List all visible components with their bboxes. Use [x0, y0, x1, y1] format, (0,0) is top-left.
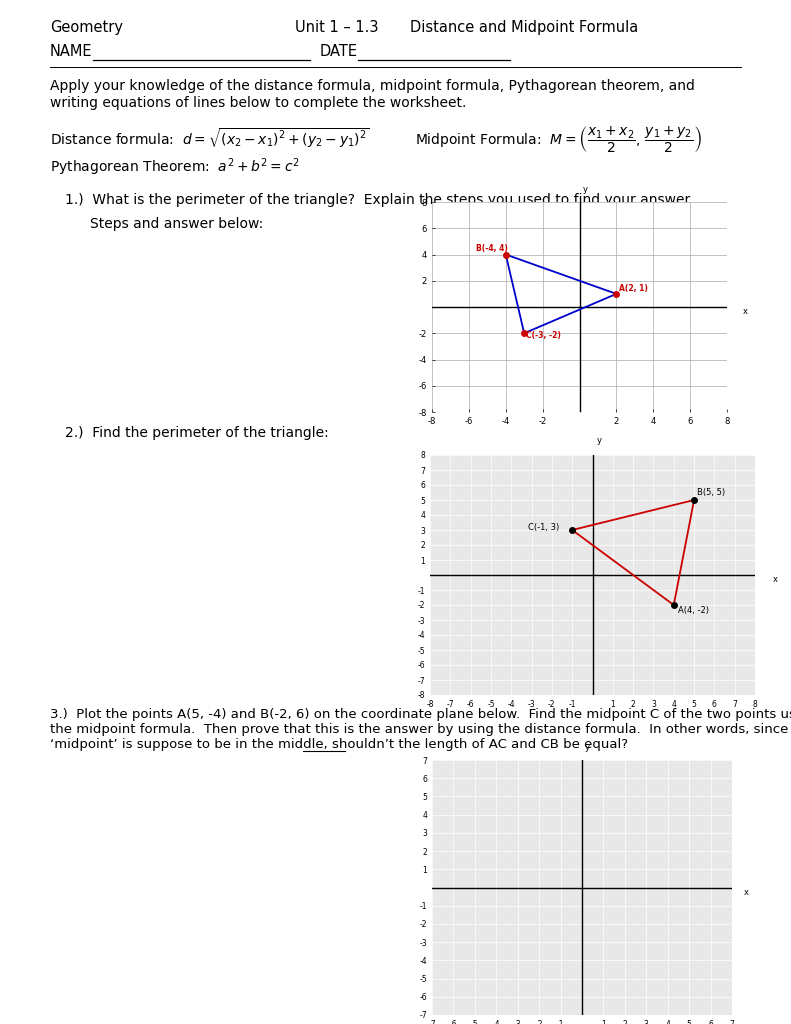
Text: y: y: [583, 184, 589, 194]
Text: writing equations of lines below to complete the worksheet.: writing equations of lines below to comp…: [50, 96, 467, 110]
Text: Unit 1 – 1.3: Unit 1 – 1.3: [295, 20, 379, 35]
Text: C(-3, -2): C(-3, -2): [526, 331, 561, 340]
Text: x: x: [772, 575, 778, 585]
Text: the midpoint formula.  Then prove that this is the answer by using the distance : the midpoint formula. Then prove that th…: [50, 723, 791, 736]
Text: Apply your knowledge of the distance formula, midpoint formula, Pythagorean theo: Apply your knowledge of the distance for…: [50, 79, 694, 93]
Text: y: y: [585, 743, 590, 752]
Text: ‘midpoint’ is suppose to be in the middle, shouldn’t the length of AC and CB be : ‘midpoint’ is suppose to be in the middl…: [50, 738, 628, 751]
Text: DATE: DATE: [320, 44, 358, 59]
Text: Distance formula:  $d = \sqrt{\left(x_2 - x_1\right)^2 + \left(y_2 - y_1\right)^: Distance formula: $d = \sqrt{\left(x_2 -…: [50, 126, 370, 150]
Text: Distance and Midpoint Formula: Distance and Midpoint Formula: [410, 20, 638, 35]
Text: 2.)  Find the perimeter of the triangle:: 2.) Find the perimeter of the triangle:: [65, 426, 329, 440]
Text: Steps and answer below:: Steps and answer below:: [90, 217, 263, 231]
Text: Pythagorean Theorem:  $a^2 + b^2 = c^2$: Pythagorean Theorem: $a^2 + b^2 = c^2$: [50, 157, 300, 178]
Text: Geometry: Geometry: [50, 20, 123, 35]
Text: B(-4, 4): B(-4, 4): [476, 244, 508, 253]
Text: B(5, 5): B(5, 5): [697, 488, 725, 498]
Text: y: y: [596, 436, 602, 445]
Text: Midpoint Formula:  $M = \left(\dfrac{x_1 + x_2}{2},\, \dfrac{y_1 + y_2}{2}\right: Midpoint Formula: $M = \left(\dfrac{x_1 …: [415, 124, 702, 155]
Text: 1.)  What is the perimeter of the triangle?  Explain the steps you used to find : 1.) What is the perimeter of the triangl…: [65, 193, 694, 207]
Text: x: x: [743, 306, 747, 315]
Text: A(2, 1): A(2, 1): [619, 285, 648, 293]
Text: C(-1, 3): C(-1, 3): [528, 523, 558, 532]
Text: x: x: [744, 888, 749, 897]
Text: 3.)  Plot the points A(5, -4) and B(-2, 6) on the coordinate plane below.  Find : 3.) Plot the points A(5, -4) and B(-2, 6…: [50, 708, 791, 721]
Text: A(4, -2): A(4, -2): [678, 605, 709, 614]
Text: NAME: NAME: [50, 44, 93, 59]
